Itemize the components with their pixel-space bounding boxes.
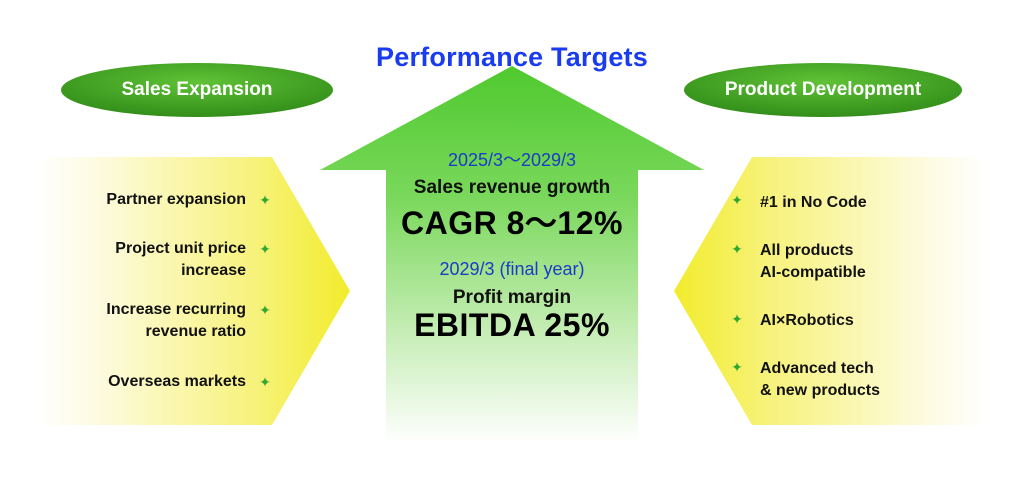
left-item-line: Overseas markets	[108, 373, 246, 390]
left-item-line: Project unit price	[115, 240, 246, 257]
target1-label: Sales revenue growth	[413, 177, 611, 198]
left-item-partner-expansion: Partner expansion	[106, 189, 246, 211]
up-arrow-shape	[320, 66, 704, 444]
left-item-line: Partner expansion	[106, 191, 246, 208]
left-chevron-shape	[38, 157, 350, 425]
four-point-star-icon: ✦	[259, 374, 271, 390]
right-item-line: #1 in No Code	[760, 194, 867, 211]
right-item-advanced-tech: Advanced tech & new products	[760, 358, 880, 402]
target2-label: Profit margin	[452, 287, 572, 308]
four-point-star-icon: ✦	[259, 241, 271, 257]
left-item-line: Increase recurring	[106, 301, 246, 318]
left-item-line: revenue ratio	[145, 323, 246, 340]
product-development-heading: Product Development	[724, 79, 922, 100]
product-development-pill	[684, 63, 962, 117]
four-point-star-icon: ✦	[259, 192, 271, 208]
four-point-star-icon: ✦	[259, 302, 271, 318]
sales-expansion-heading: Sales Expansion	[121, 79, 273, 100]
left-item-overseas-markets: Overseas markets	[108, 371, 246, 393]
right-item-line: AI×Robotics	[760, 312, 854, 329]
target1-value: CAGR 8～12%	[401, 205, 623, 241]
target2-period: 2029/3 (final year)	[439, 259, 585, 279]
sales-expansion-pill	[61, 63, 333, 117]
left-item-unit-price: Project unit price increase	[115, 238, 246, 282]
right-item-line: & new products	[760, 382, 881, 399]
right-item-ai-compatible: All products AI-compatible	[760, 240, 866, 284]
right-item-ai-robotics: AI×Robotics	[760, 310, 854, 332]
right-item-line: All products	[760, 242, 854, 259]
left-item-line: increase	[181, 262, 246, 279]
four-point-star-icon: ✦	[731, 359, 743, 375]
page-title: Performance Targets	[376, 42, 648, 72]
left-item-recurring-revenue: Increase recurring revenue ratio	[106, 299, 246, 343]
right-item-line: Advanced tech	[760, 360, 874, 377]
target2-value: EBITDA 25%	[414, 307, 610, 343]
four-point-star-icon: ✦	[731, 241, 743, 257]
target1-period: 2025/3～2029/3	[447, 150, 577, 170]
right-chevron-shape	[674, 157, 986, 425]
four-point-star-icon: ✦	[731, 192, 743, 208]
right-item-no-code: #1 in No Code	[760, 192, 867, 214]
four-point-star-icon: ✦	[731, 311, 743, 327]
right-item-line: AI-compatible	[760, 264, 866, 281]
